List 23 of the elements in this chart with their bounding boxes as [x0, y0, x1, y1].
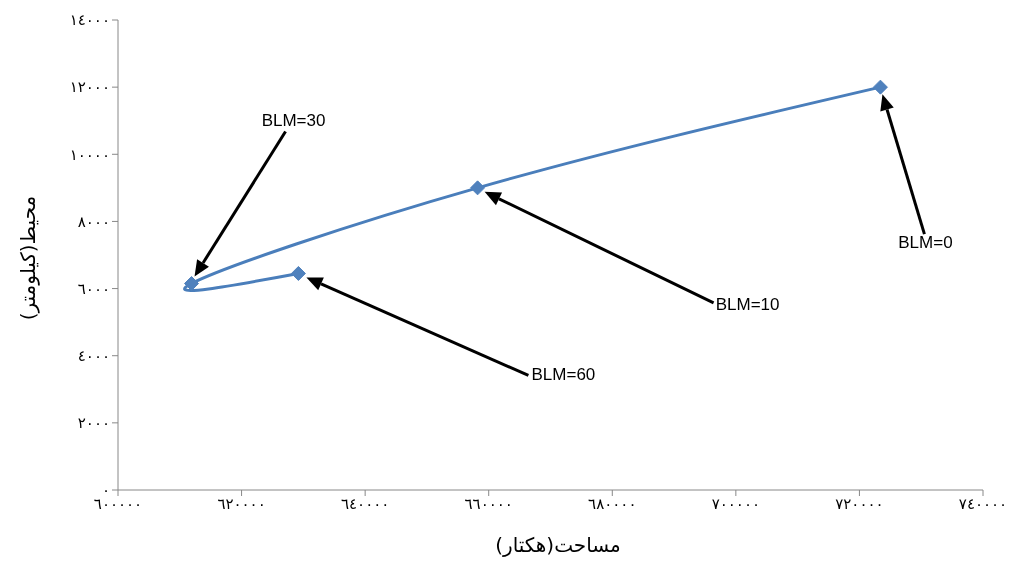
x-tick-label: ٧٠٠٠٠٠ — [711, 494, 761, 513]
x-tick-label: ٧٢٠٠٠٠ — [835, 494, 884, 513]
x-axis-title: مساحت(هکتار) — [494, 533, 622, 557]
annotation: BLM=30 — [261, 111, 326, 131]
point — [872, 79, 888, 95]
y-tick-label: ٤٠٠٠ — [77, 347, 110, 366]
annotation: BLM=60 — [531, 364, 596, 384]
point — [470, 180, 486, 196]
annotation: BLM=10 — [715, 295, 780, 315]
y-tick-label: ١٠٠٠٠ — [69, 145, 110, 164]
y-tick-label: ٢٠٠٠ — [77, 414, 110, 433]
x-tick-label: ٦٨٠٠٠٠ — [588, 494, 637, 513]
x-tick-label: ٦٤٠٠٠٠ — [340, 494, 390, 513]
y-tick-label: ١٤٠٠٠ — [69, 11, 110, 30]
y-tick-label: ٨٠٠٠ — [77, 212, 110, 231]
y-axis-title: محیط(کیلومتر) — [16, 195, 41, 321]
x-tick-label: ٦٦٠٠٠٠ — [464, 494, 513, 513]
y-tick-label: ١٢٠٠٠ — [69, 78, 110, 97]
point — [290, 265, 306, 281]
y-tick-label: ٦٠٠٠ — [77, 279, 110, 298]
annotation: BLM=0 — [898, 232, 953, 252]
x-tick-label: ٧٤٠٠٠٠ — [958, 494, 1008, 513]
x-tick-label: ٦٢٠٠٠٠ — [217, 494, 266, 513]
